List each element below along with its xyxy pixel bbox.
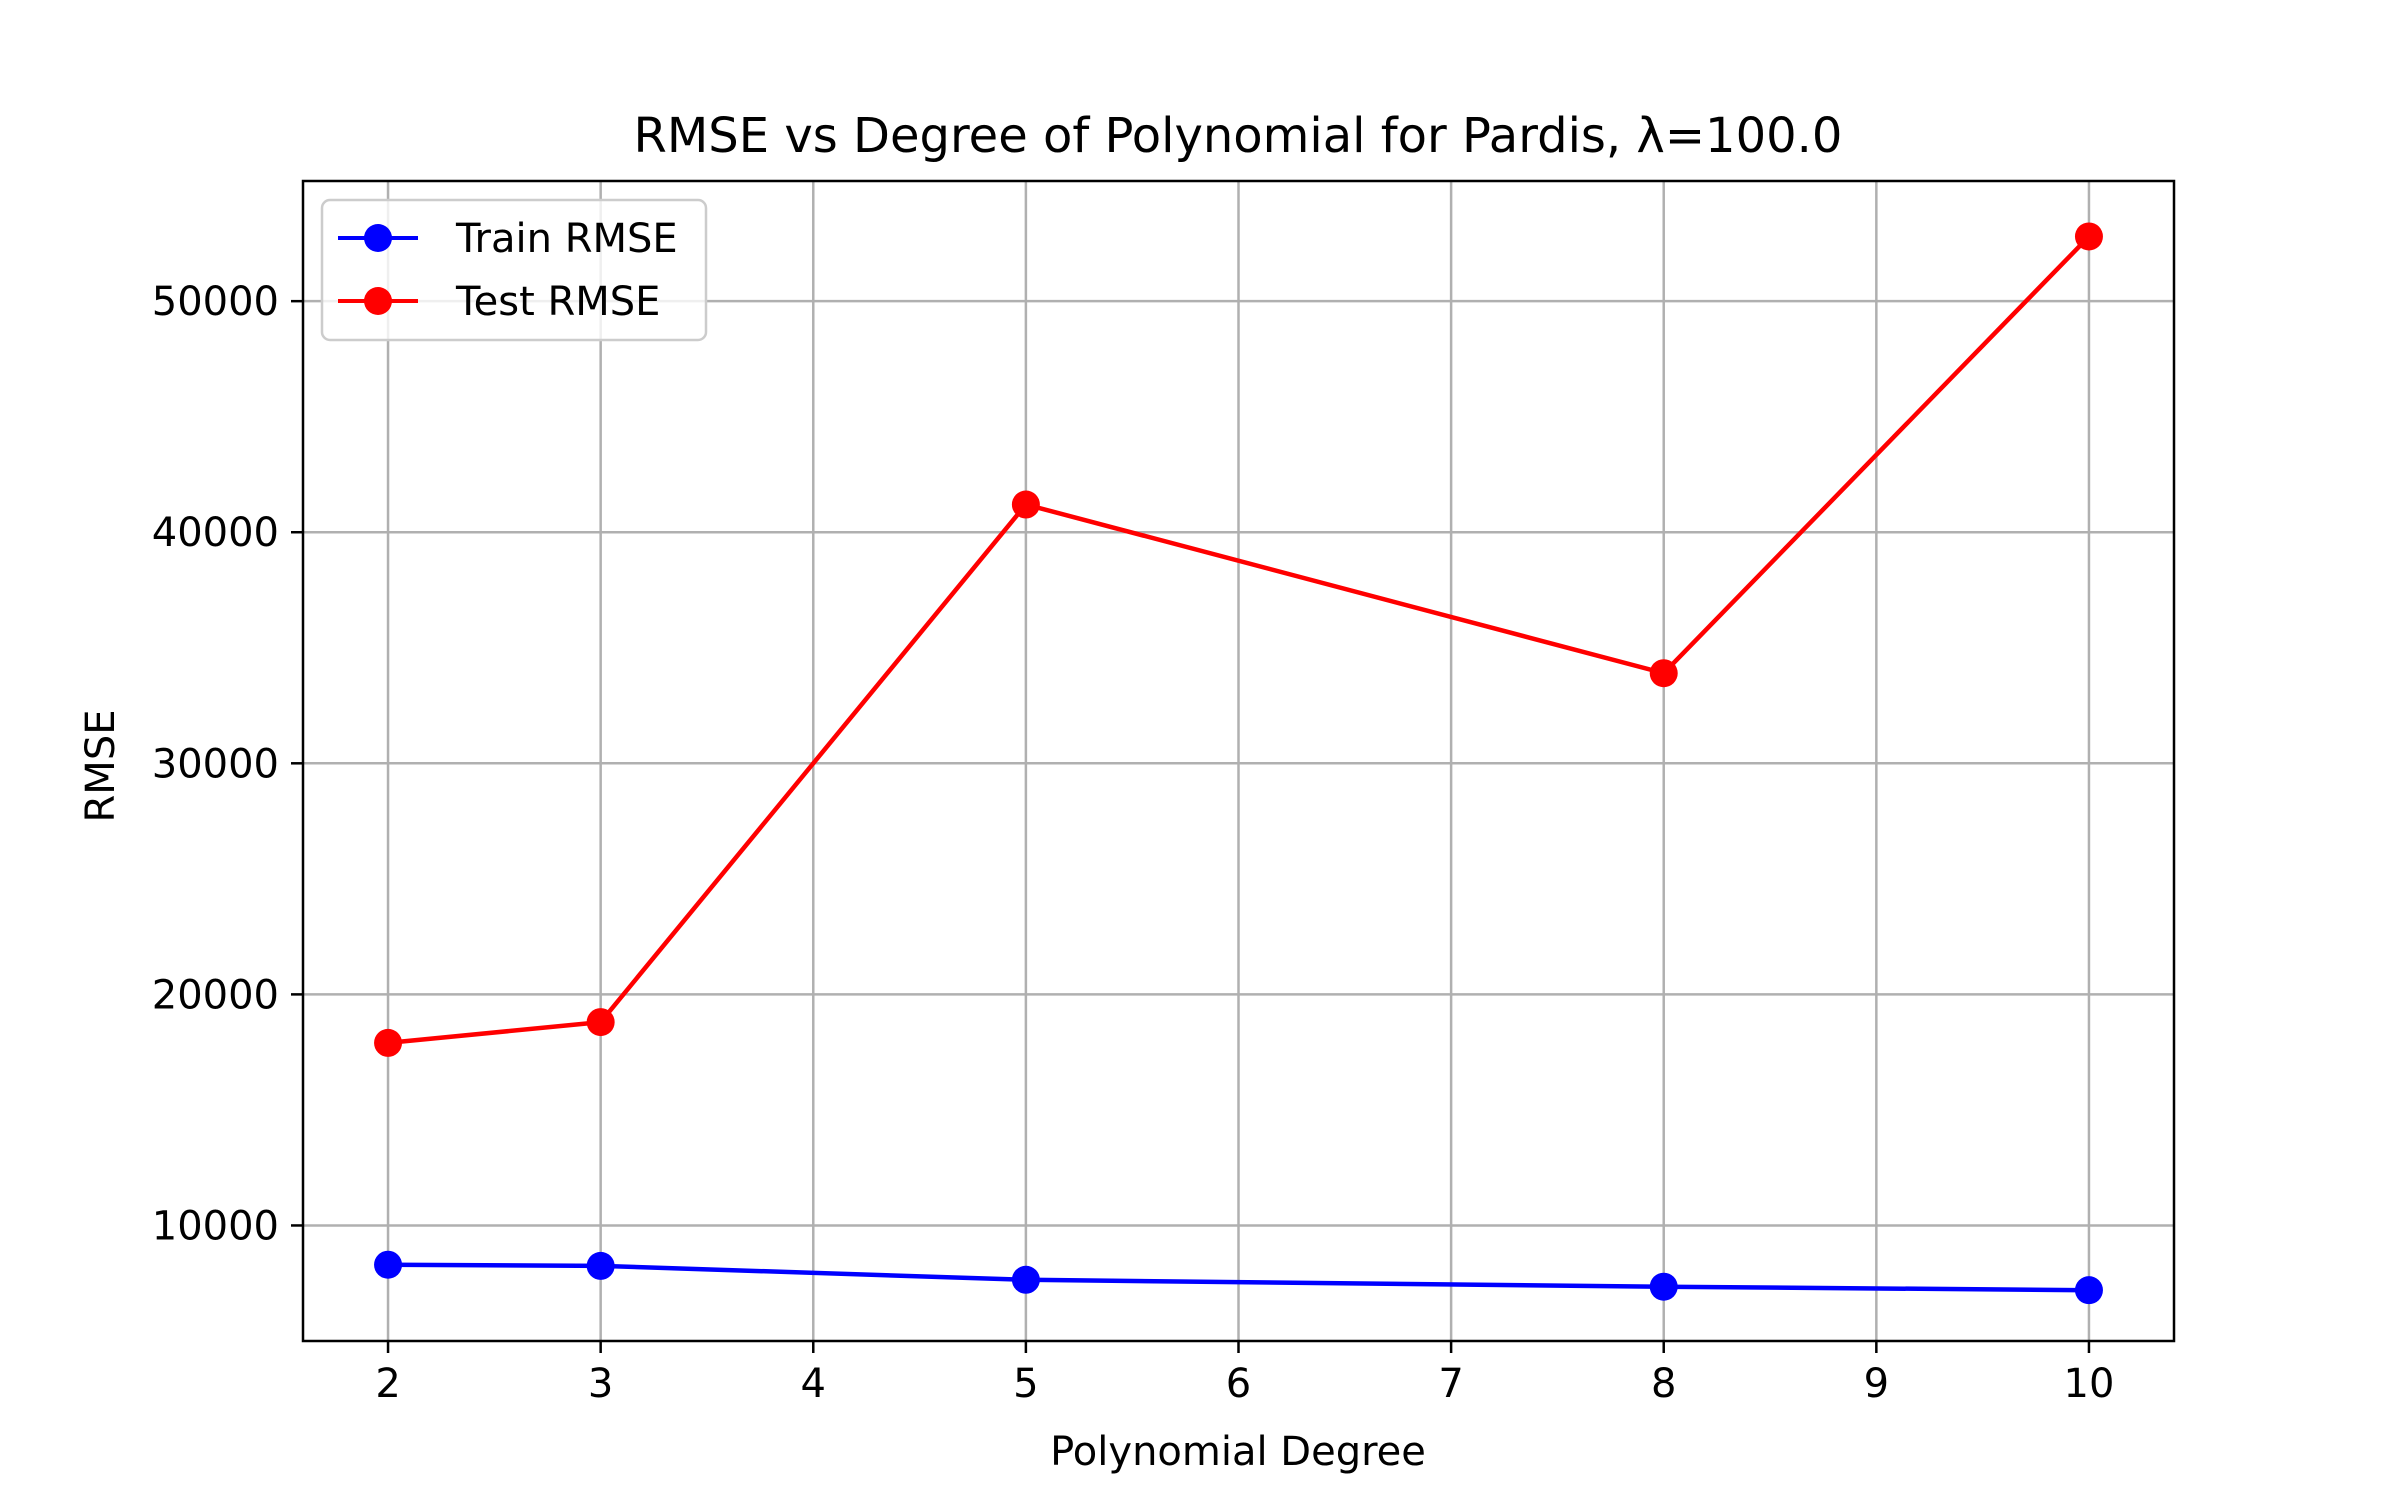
y-tick-label: 50000	[152, 279, 279, 325]
chart-title: RMSE vs Degree of Polynomial for Pardis,…	[634, 108, 1843, 164]
x-tick-label: 10	[2064, 1361, 2115, 1407]
x-tick-label: 8	[1651, 1361, 1676, 1407]
y-tick-label: 30000	[152, 741, 279, 787]
test-rmse-point	[1011, 490, 1040, 519]
x-tick-label: 3	[588, 1361, 613, 1407]
series-layer	[374, 222, 2103, 1305]
legend-box	[320, 198, 708, 342]
legend-item-train: Train RMSE	[338, 216, 678, 262]
test-rmse-point	[374, 1028, 403, 1057]
x-tick-label: 5	[1013, 1361, 1038, 1407]
legend-train-marker	[364, 224, 392, 252]
train-rmse-point	[1011, 1265, 1040, 1294]
test-rmse-point	[2074, 222, 2103, 251]
axis-ticks: 2 3 4 5 6 7 8 9 10 10000 20000 30000 40000 50000	[152, 279, 2115, 1407]
legend-item-test: Test RMSE	[338, 279, 660, 325]
train-rmse-point	[2074, 1276, 2103, 1305]
x-tick-label: 7	[1438, 1361, 1463, 1407]
train-rmse-point	[374, 1250, 403, 1279]
legend-test-marker	[364, 287, 392, 315]
test-rmse-point	[586, 1008, 615, 1037]
legend-train-label: Train RMSE	[455, 216, 678, 262]
y-axis-label: RMSE	[78, 710, 124, 823]
train-rmse-point	[1649, 1272, 1678, 1301]
grid-lines	[303, 181, 2174, 1341]
x-tick-label: 9	[1864, 1361, 1889, 1407]
y-tick-label: 10000	[152, 1203, 279, 1249]
x-tick-label: 6	[1226, 1361, 1251, 1407]
x-axis-label: Polynomial Degree	[1050, 1429, 1426, 1475]
train-rmse-point	[586, 1251, 615, 1280]
x-tick-label: 4	[801, 1361, 826, 1407]
y-tick-label: 40000	[152, 510, 279, 556]
test-rmse-point	[1649, 659, 1678, 688]
legend-test-label: Test RMSE	[455, 279, 660, 325]
x-tick-label: 2	[375, 1361, 400, 1407]
legend: Train RMSE Test RMSE	[320, 198, 708, 342]
y-tick-label: 20000	[152, 972, 279, 1018]
